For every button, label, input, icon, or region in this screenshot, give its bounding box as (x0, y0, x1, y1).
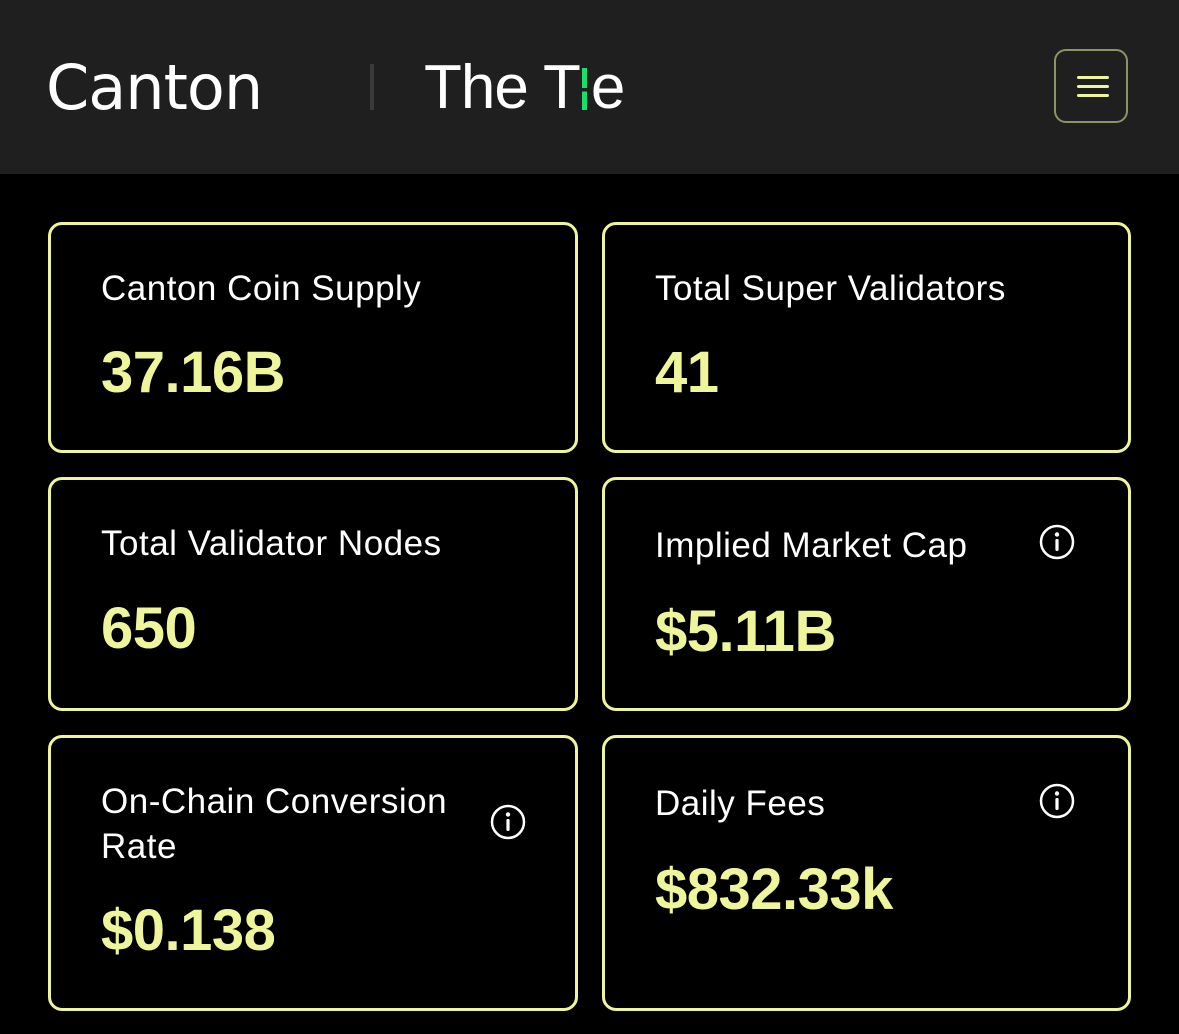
card-label: Implied Market Cap (655, 526, 968, 565)
info-icon[interactable] (1039, 524, 1075, 560)
stat-card-super-validators: Total Super Validators 41 (602, 222, 1131, 453)
stat-card-market-cap: Implied Market Cap $5.11B (602, 477, 1131, 711)
card-value: 650 (101, 596, 197, 661)
stat-card-validator-nodes: Total Validator Nodes 650 (48, 477, 578, 711)
the-tie-logo-prefix: The T (424, 53, 581, 122)
info-icon[interactable] (490, 804, 526, 840)
hamburger-menu-icon-bar-3 (1077, 94, 1109, 97)
card-label: Total Super Validators (655, 269, 1006, 308)
stat-card-conversion-rate: On-Chain Conversion Rate $0.138 (48, 735, 578, 1011)
the-tie-logo-suffix: e (590, 53, 625, 122)
tie-logo-tick-icon (581, 68, 587, 110)
stat-card-coin-supply: Canton Coin Supply 37.16B (48, 222, 578, 453)
logo-divider (370, 64, 374, 110)
stat-card-daily-fees: Daily Fees $832.33k (602, 735, 1131, 1011)
hamburger-menu-icon-bar-2 (1077, 85, 1109, 88)
info-icon[interactable] (1039, 783, 1075, 819)
card-value: 41 (655, 340, 719, 405)
card-value: $832.33k (655, 857, 893, 922)
canton-logo[interactable]: Canton (46, 51, 263, 124)
card-label: Total Validator Nodes (101, 524, 442, 563)
menu-button[interactable] (1054, 49, 1128, 123)
card-label: Daily Fees (655, 784, 826, 823)
card-value: $0.138 (101, 898, 276, 963)
card-label: Canton Coin Supply (101, 269, 422, 308)
card-label-line-1: On-Chain Conversion (101, 782, 448, 821)
card-label-line-2: Rate (101, 827, 177, 866)
card-value: 37.16B (101, 340, 286, 405)
card-value: $5.11B (655, 599, 836, 664)
hamburger-menu-icon (1077, 76, 1109, 79)
